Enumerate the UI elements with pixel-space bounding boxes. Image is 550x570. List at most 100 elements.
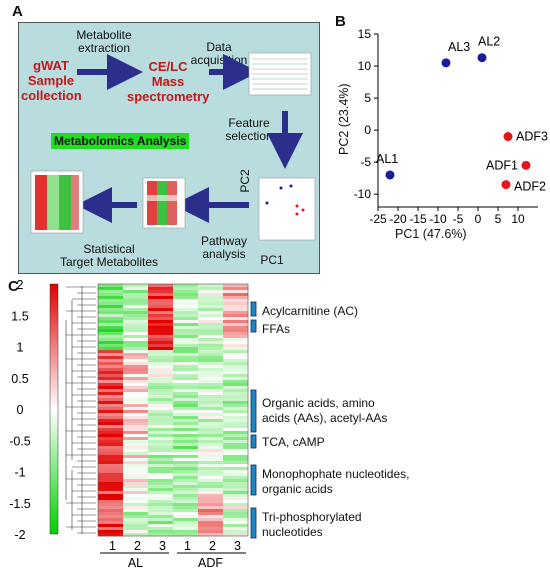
heatmap-cell <box>223 356 249 360</box>
pca-point-adf1 <box>521 160 531 170</box>
heatmap-cell <box>148 428 174 432</box>
heatmap-cell <box>123 437 149 441</box>
pca-x-tick-label: -25 <box>369 212 387 226</box>
heatmap-cell <box>173 371 199 375</box>
heatmap-cell <box>98 416 124 420</box>
heatmap-cell <box>173 485 199 489</box>
heatmap-cell <box>198 398 224 402</box>
heatmap-cell <box>223 287 249 291</box>
heatmap-cell <box>98 422 124 426</box>
heatmap-cell <box>123 350 149 354</box>
heatmap-cell <box>223 494 249 498</box>
heatmap-cell <box>173 353 199 357</box>
heatmap-cell <box>123 371 149 375</box>
label-tri-2: nucleotides <box>262 525 323 539</box>
label-organic-acids-1: Organic acids, amino <box>262 396 375 410</box>
heatmap-cell <box>223 506 249 510</box>
heatmap-cell <box>148 485 174 489</box>
heatmap-cell <box>223 470 249 474</box>
heatmap-cell <box>148 359 174 363</box>
heatmap-cell <box>98 476 124 480</box>
mass-spec-label: CE/LC Mass spectrometry <box>127 59 210 104</box>
heatmap-cell <box>223 524 249 528</box>
heatmap-cell <box>173 497 199 501</box>
heatmap-cell <box>123 524 149 528</box>
heatmap-cell <box>123 491 149 495</box>
heatmap-cell <box>223 473 249 477</box>
heatmap-cell <box>123 506 149 510</box>
heatmap-cell <box>173 527 199 531</box>
metabolomics-analysis-label: Metabolomics Analysis <box>51 133 190 149</box>
heatmap-cell <box>198 521 224 525</box>
pca-point-label: ADF1 <box>486 158 518 172</box>
heatmap-cell <box>123 338 149 342</box>
heatmap-cell <box>98 482 124 486</box>
heatmap-cell <box>123 470 149 474</box>
heatmap-cell <box>173 470 199 474</box>
heatmap-cell <box>98 308 124 312</box>
heatmap-cell <box>148 365 174 369</box>
heatmap-cell <box>98 509 124 513</box>
heatmap-cell <box>148 506 174 510</box>
heatmap-cell <box>198 467 224 471</box>
heatmap-cell <box>198 461 224 465</box>
heatmap-cell <box>223 449 249 453</box>
heatmap-cell <box>223 299 249 303</box>
heatmap-cell <box>173 302 199 306</box>
heatmap-cell <box>98 401 124 405</box>
cluster-marker-5 <box>250 464 257 496</box>
heatmap-cell <box>223 386 249 390</box>
heatmap-cell <box>198 509 224 513</box>
heatmap-cell <box>223 407 249 411</box>
heatmap-cell <box>223 527 249 531</box>
heatmap-cell <box>98 377 124 381</box>
heatmap-cell <box>123 533 149 537</box>
heatmap-cell <box>123 443 149 447</box>
colorbar-tick-label: -1 <box>14 466 25 480</box>
heatmap-cell <box>123 398 149 402</box>
feature-selection-label: Feature selection <box>225 116 273 143</box>
heatmap-cell <box>98 356 124 360</box>
heatmap-cell <box>98 299 124 303</box>
heatmap-cell <box>123 452 149 456</box>
heatmap-cell <box>98 473 124 477</box>
heatmap-cell <box>98 386 124 390</box>
heatmap-cell <box>98 455 124 459</box>
heatmap-cell <box>123 302 149 306</box>
heatmap-cell <box>173 473 199 477</box>
heatmap-cell <box>198 365 224 369</box>
heatmap-cell <box>98 395 124 399</box>
heatmap-cell <box>148 362 174 366</box>
heatmap-cell <box>198 374 224 378</box>
heatmap-cell <box>148 512 174 516</box>
heatmap-cell <box>98 458 124 462</box>
heatmap-cell <box>173 386 199 390</box>
heatmap-cell <box>98 437 124 441</box>
heatmap-cell <box>123 353 149 357</box>
heatmap-cell <box>223 446 249 450</box>
pathway-heatmap-thumbnail <box>142 177 186 229</box>
heatmap-cell <box>173 341 199 345</box>
heatmap-cell <box>148 386 174 390</box>
pca-xlabel: PC1 (47.6%) <box>395 227 467 241</box>
heatmap-column-label: 3 <box>159 539 166 553</box>
heatmap-cell <box>198 299 224 303</box>
heatmap-cell <box>198 491 224 495</box>
heatmap-cell <box>123 401 149 405</box>
heatmap-cell <box>198 386 224 390</box>
heatmap-grid <box>98 284 249 537</box>
heatmap-cell <box>98 353 124 357</box>
heatmap-cell <box>173 293 199 297</box>
heatmap-cell <box>98 290 124 294</box>
heatmap-cell <box>173 356 199 360</box>
heatmap-cell <box>223 353 249 357</box>
heatmap-cell <box>173 428 199 432</box>
heatmap-cell <box>173 491 199 495</box>
heatmap-border <box>97 283 249 537</box>
heatmap-cell <box>123 293 149 297</box>
heatmap-cell <box>173 311 199 315</box>
heatmap-cell <box>123 296 149 300</box>
heatmap-cell <box>123 359 149 363</box>
heatmap-cell <box>123 305 149 309</box>
heatmap-cell <box>198 392 224 396</box>
